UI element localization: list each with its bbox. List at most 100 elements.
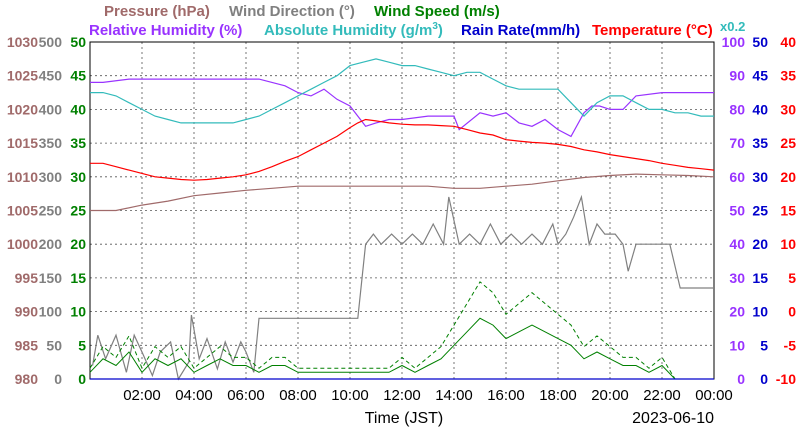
x-tick-label: 20:00	[591, 387, 629, 404]
rain-rate-tick-label: 10	[752, 304, 768, 320]
wind-direction-tick-label: 450	[39, 68, 63, 84]
series-wind-direction	[92, 194, 714, 381]
rain-rate-tick-label: 0	[760, 371, 768, 387]
humidity-tick-label: 0	[737, 371, 745, 387]
wind-speed-tick-label: 30	[70, 169, 86, 185]
temperature-tick-label: 15	[780, 203, 796, 219]
wind-speed-tick-label: 35	[70, 135, 86, 151]
wind-speed-tick-label: 10	[70, 304, 86, 320]
left-axes: 9809859909951000100510101015102010251030…	[7, 34, 86, 387]
rain-rate-tick-label: 30	[752, 169, 768, 185]
humidity-tick-label: 40	[729, 236, 745, 252]
legend-pressure: Pressure (hPa)	[104, 3, 210, 20]
temperature-tick-label: 35	[780, 68, 796, 84]
pressure-tick-label: 985	[15, 337, 39, 353]
pressure-tick-label: 1000	[7, 236, 38, 252]
temperature-tick-label: 0	[788, 304, 796, 320]
pressure-tick-label: 1025	[7, 68, 38, 84]
legend-absolute-humidity: Absolute Humidity (g/m3)	[264, 21, 443, 39]
x-tick-label: 12:00	[383, 387, 421, 404]
rain-rate-tick-label: 15	[752, 270, 768, 286]
legend-wind-direction: Wind Direction (°)	[229, 3, 355, 20]
rain-rate-tick-label: 5	[760, 337, 768, 353]
temperature-tick-label: 30	[780, 101, 796, 117]
pressure-tick-label: 980	[15, 371, 39, 387]
series-wind-speed-m-s	[89, 317, 714, 380]
wind-speed-tick-label: 45	[70, 68, 86, 84]
series-pressure-hpa	[90, 173, 715, 212]
series-temperature-c	[90, 118, 715, 181]
pressure-tick-label: 1015	[7, 135, 38, 151]
series-wind-speed-dashed	[89, 281, 714, 380]
humidity-tick-label: 50	[729, 203, 745, 219]
temperature-tick-label: 10	[780, 236, 796, 252]
temperature-tick-label: 25	[780, 135, 796, 151]
legend: Pressure (hPa) Wind Direction (°) Wind S…	[89, 3, 745, 39]
wind-speed-tick-label: 25	[70, 203, 86, 219]
x-tick-label: 06:00	[227, 387, 265, 404]
x-tick-label: 22:00	[643, 387, 681, 404]
legend-rain-rate: Rain Rate(mm/h)	[461, 22, 580, 39]
x-tick-label: 10:00	[331, 387, 369, 404]
humidity-tick-label: 20	[729, 304, 745, 320]
wind-direction-tick-label: 200	[39, 236, 63, 252]
pressure-tick-label: 990	[15, 304, 39, 320]
temperature-tick-label: -5	[784, 337, 797, 353]
pressure-tick-label: 995	[15, 270, 39, 286]
humidity-tick-label: 90	[729, 68, 745, 84]
pressure-tick-label: 1020	[7, 101, 38, 117]
x-tick-label: 00:00	[695, 387, 733, 404]
rain-rate-tick-label: 45	[752, 68, 768, 84]
legend-temperature: Temperature (°C)	[592, 22, 713, 39]
wind-speed-tick-label: 5	[78, 337, 86, 353]
rain-rate-tick-label: 35	[752, 135, 768, 151]
x-tick-label: 02:00	[123, 387, 161, 404]
legend-absolute-humidity-sup: 3	[432, 21, 438, 32]
wind-speed-tick-label: 20	[70, 236, 86, 252]
x-tick-label: 08:00	[279, 387, 317, 404]
temperature-tick-label: 5	[788, 270, 796, 286]
x-tick-label: 16:00	[487, 387, 525, 404]
x-tick-label: 14:00	[435, 387, 473, 404]
humidity-tick-label: 30	[729, 270, 745, 286]
legend-rain-scale: x0.2	[720, 19, 745, 34]
wind-direction-tick-label: 300	[39, 169, 63, 185]
wind-direction-tick-label: 150	[39, 270, 63, 286]
legend-wind-speed: Wind Speed (m/s)	[374, 3, 500, 20]
legend-relative-humidity: Relative Humidity (%)	[89, 22, 242, 39]
chart-date: 2023-06-10	[632, 410, 714, 427]
wind-direction-tick-label: 400	[39, 101, 63, 117]
legend-absolute-humidity-close: )	[438, 22, 443, 39]
wind-direction-tick-label: 50	[46, 337, 62, 353]
wind-speed-tick-label: 40	[70, 101, 86, 117]
pressure-tick-label: 1010	[7, 169, 38, 185]
wind-direction-tick-label: 100	[39, 304, 63, 320]
pressure-tick-label: 1030	[7, 34, 38, 50]
pressure-tick-label: 1005	[7, 203, 38, 219]
wind-direction-tick-label: 0	[54, 371, 62, 387]
x-axis: 02:00 04:00 06:00 08:00 10:00 12:00 14:00 16:00…	[123, 387, 733, 404]
humidity-tick-label: 70	[729, 135, 745, 151]
humidity-tick-label: 10	[729, 337, 745, 353]
rain-rate-tick-label: 20	[752, 236, 768, 252]
rain-rate-tick-label: 50	[752, 34, 768, 50]
x-axis-label: Time (JST)	[365, 410, 444, 427]
humidity-tick-label: 60	[729, 169, 745, 185]
temperature-tick-label: 20	[780, 169, 796, 185]
x-tick-label: 18:00	[539, 387, 577, 404]
series-layer	[89, 58, 715, 381]
wind-speed-tick-label: 0	[78, 371, 86, 387]
humidity-tick-label: 100	[722, 34, 746, 50]
humidity-tick-label: 80	[729, 101, 745, 117]
wind-direction-tick-label: 250	[39, 203, 63, 219]
rain-rate-tick-label: 40	[752, 101, 768, 117]
wind-direction-tick-label: 500	[39, 34, 63, 50]
wind-direction-tick-label: 350	[39, 135, 63, 151]
wind-speed-tick-label: 15	[70, 270, 86, 286]
right-axes: 0102030405060708090100051015202530354045…	[722, 34, 797, 387]
rain-rate-tick-label: 25	[752, 203, 768, 219]
legend-absolute-humidity-label: Absolute Humidity (g/m	[264, 22, 432, 39]
temperature-tick-label: -10	[776, 371, 796, 387]
x-tick-label: 04:00	[175, 387, 213, 404]
